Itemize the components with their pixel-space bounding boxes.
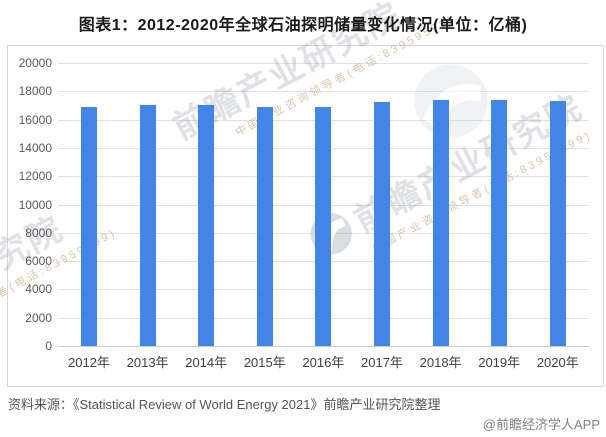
gridline bbox=[58, 346, 589, 347]
x-axis-tick-label: 2020年 bbox=[536, 355, 579, 370]
y-axis-tick-label: 4000 bbox=[25, 282, 52, 297]
y-axis-tick-label: 12000 bbox=[18, 169, 52, 184]
x-axis-tick-label: 2013年 bbox=[126, 355, 169, 370]
page-title: 图表1：2012-2020年全球石油探明储量变化情况(单位：亿桶) bbox=[78, 17, 528, 34]
x-axis-tick-label: 2014年 bbox=[185, 355, 228, 370]
app-credit: @前瞻经济学人APP bbox=[482, 417, 600, 432]
gridline bbox=[58, 91, 589, 93]
x-axis-tick-label: 2017年 bbox=[361, 355, 403, 370]
gridline bbox=[58, 63, 589, 64]
x-axis-tick-label: 2012年 bbox=[68, 355, 110, 370]
y-axis-tick-label: 16000 bbox=[18, 112, 52, 127]
bar bbox=[432, 100, 449, 346]
bar bbox=[549, 101, 566, 346]
bar bbox=[139, 105, 156, 346]
bar bbox=[81, 106, 97, 346]
source-note: 资料来源：《Statistical Review of World Energy… bbox=[8, 397, 441, 412]
y-axis-tick-label: 6000 bbox=[25, 254, 52, 269]
bar bbox=[491, 100, 508, 346]
x-axis-tick-label: 2019年 bbox=[478, 355, 521, 370]
chart-area: 0 2000 4000 6000 8000 10000 12000 14000 16000 180… bbox=[7, 45, 604, 387]
x-axis-tick-label: 2016年 bbox=[302, 355, 345, 370]
y-axis-tick-label: 14000 bbox=[18, 140, 52, 155]
y-axis-tick-label: 2000 bbox=[25, 310, 52, 325]
bar bbox=[256, 106, 273, 346]
y-axis-tick-label: 20000 bbox=[18, 56, 52, 70]
bar bbox=[198, 104, 215, 346]
y-axis-tick-label: 8000 bbox=[25, 225, 52, 240]
bar bbox=[374, 101, 390, 346]
x-axis-tick-label: 2015年 bbox=[243, 355, 286, 370]
y-axis-tick-label: 18000 bbox=[18, 84, 52, 99]
x-axis-tick-label: 2018年 bbox=[419, 355, 462, 370]
bar bbox=[315, 106, 332, 346]
y-axis-tick-label: 0 bbox=[45, 339, 52, 353]
y-axis-tick-label: 10000 bbox=[18, 197, 52, 212]
